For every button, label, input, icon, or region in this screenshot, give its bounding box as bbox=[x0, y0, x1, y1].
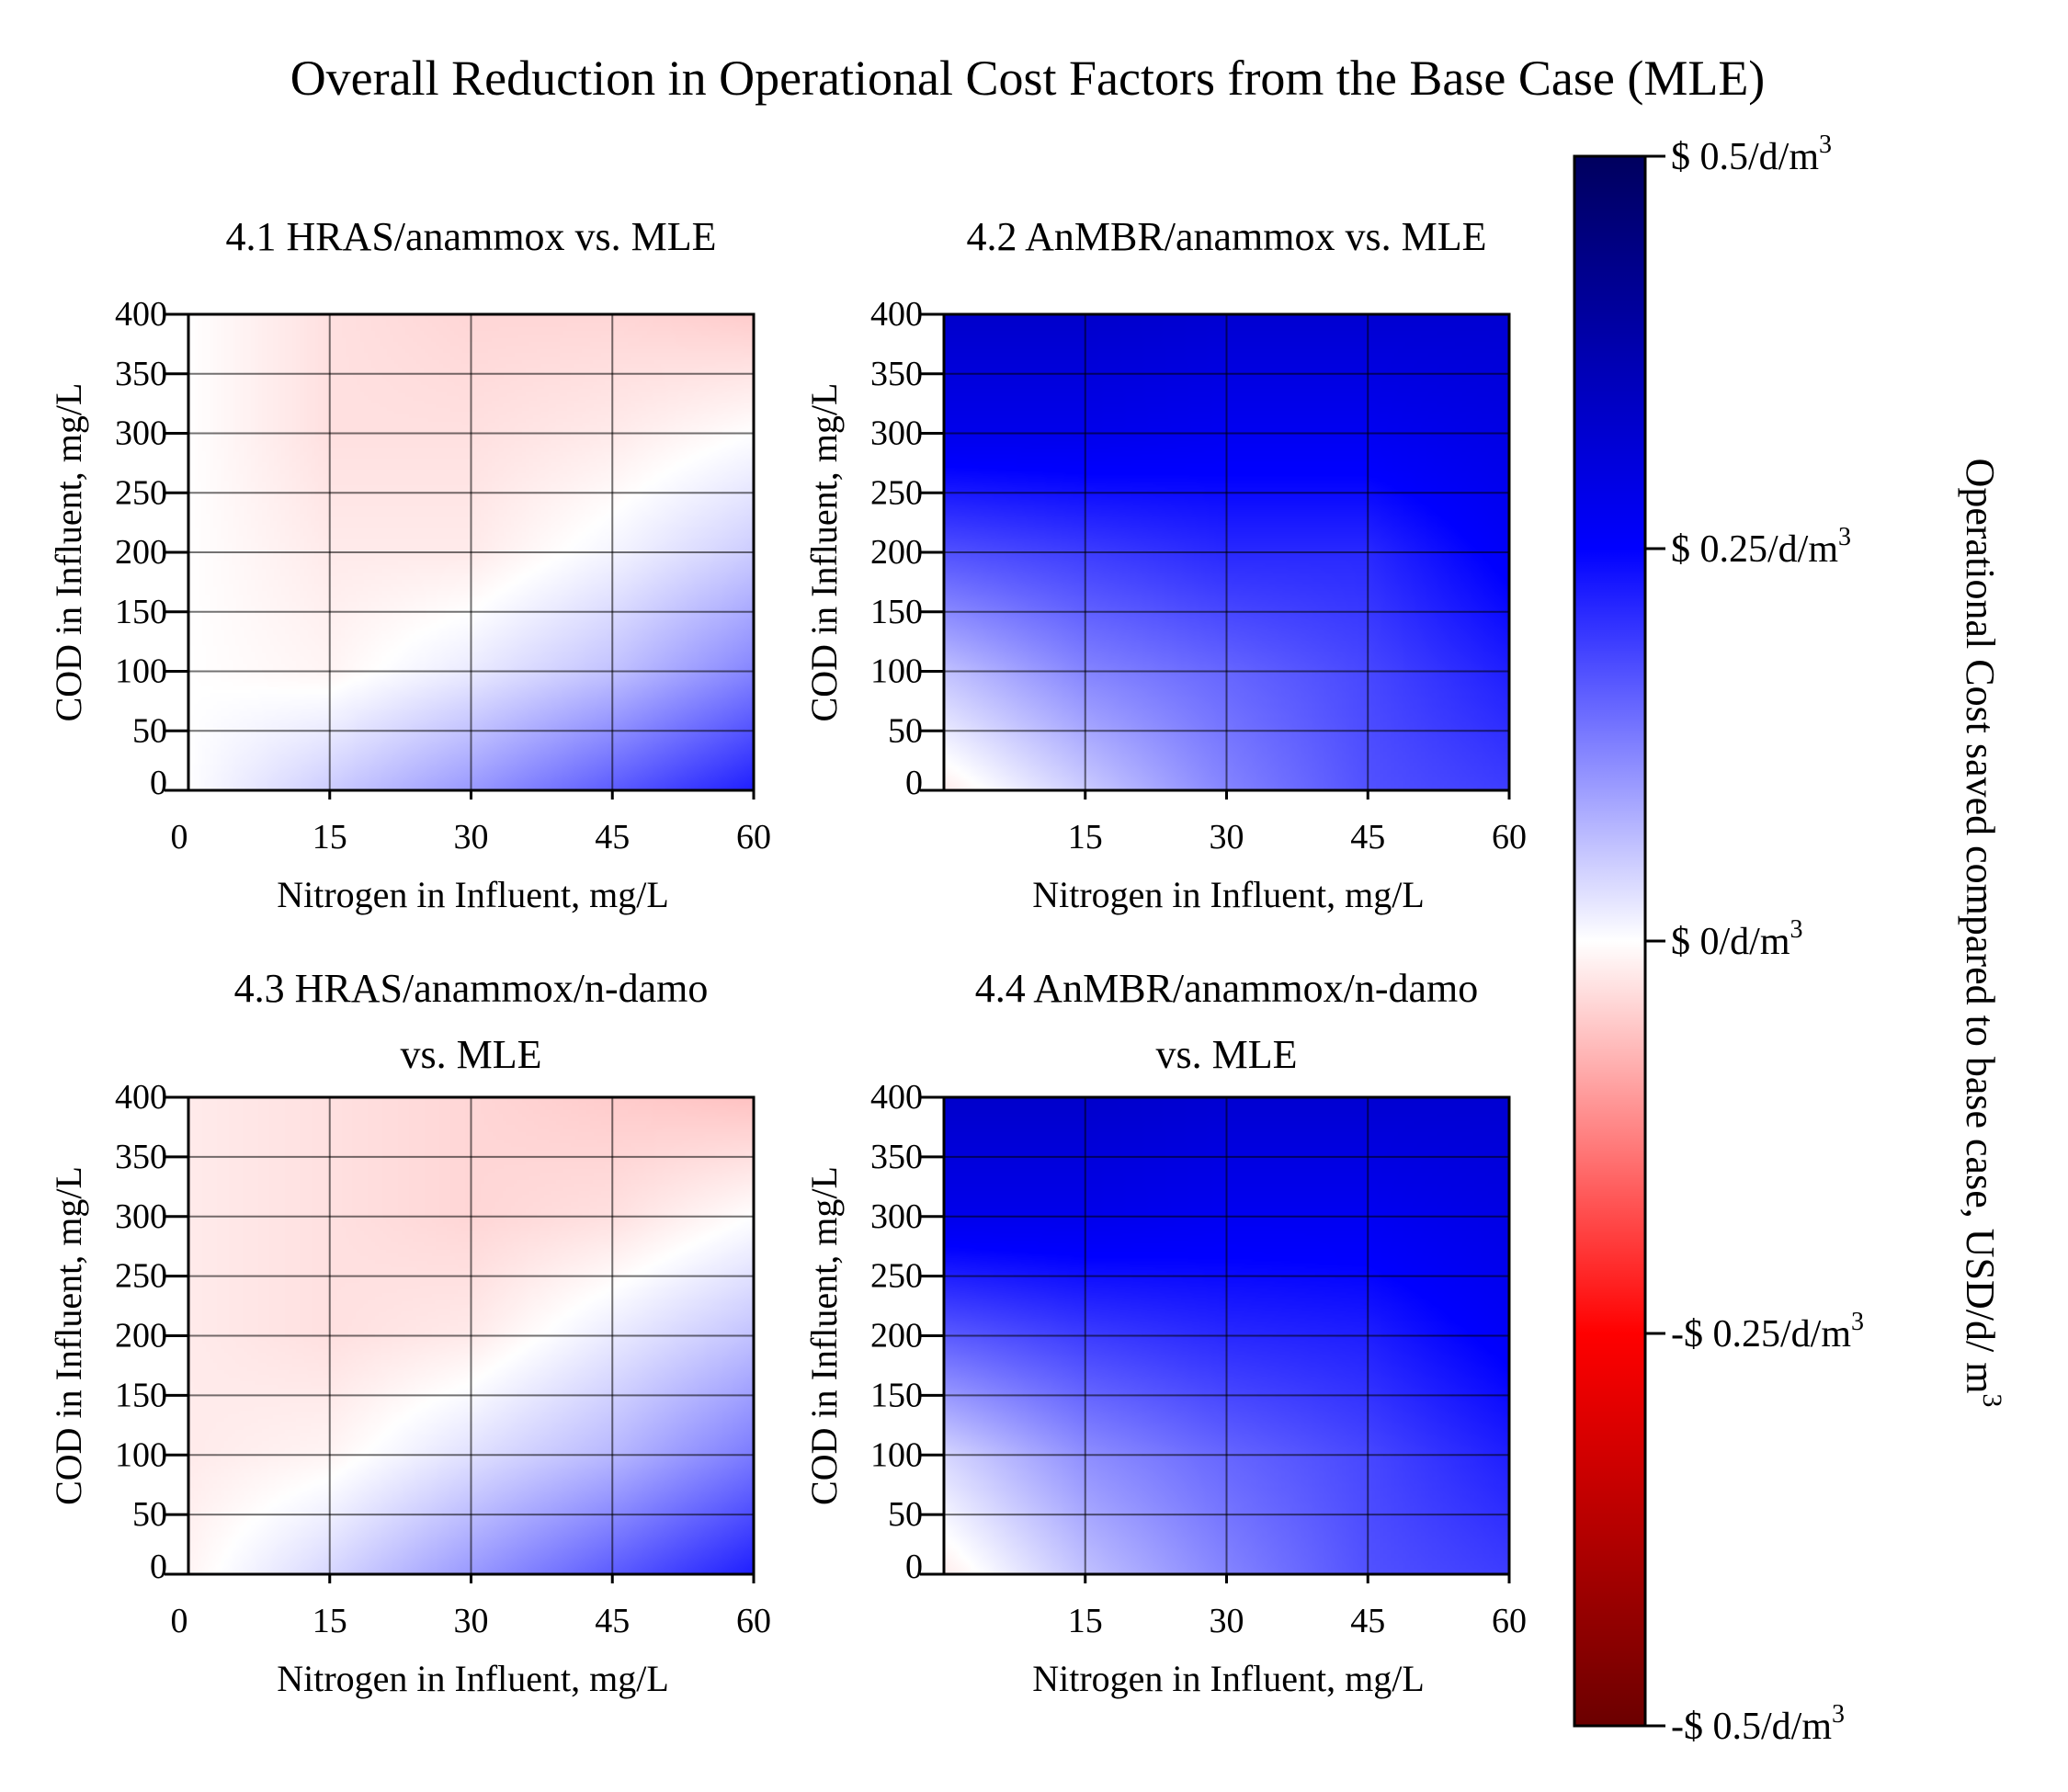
y-tick-label: 50 bbox=[888, 711, 923, 750]
y-tick-label: 350 bbox=[870, 355, 923, 393]
x-tick-label: 0 bbox=[171, 818, 188, 856]
x-tick-label: 30 bbox=[1210, 1602, 1244, 1640]
y-tick-label: 150 bbox=[115, 1376, 167, 1414]
colorbar-tick-label: -$ 0.5/d/m3 bbox=[1671, 1700, 1845, 1748]
x-tick-label: 30 bbox=[454, 1602, 489, 1640]
colorbar: $ 0.5/d/m3 $ 0.25/d/m3 $ 0/d/m3 -$ 0.25/d/m… bbox=[1573, 130, 2007, 1748]
y-tick-label: 100 bbox=[870, 652, 923, 691]
x-tick-label: 15 bbox=[1068, 818, 1103, 856]
y-tick-label: 300 bbox=[870, 1197, 923, 1236]
y-tick-label: 400 bbox=[870, 1078, 923, 1117]
y-tick-label: 100 bbox=[115, 1435, 167, 1474]
x-axis-label: Nitrogen in Influent, mg/L bbox=[1032, 874, 1425, 915]
y-tick-label: 0 bbox=[905, 764, 923, 802]
x-tick-label: 60 bbox=[1492, 1602, 1527, 1640]
x-tick-label: 45 bbox=[1350, 818, 1385, 856]
x-tick-label: 0 bbox=[171, 1602, 188, 1640]
y-tick-label: 250 bbox=[870, 1257, 923, 1296]
y-tick-label: 0 bbox=[150, 1548, 167, 1586]
x-tick-label: 15 bbox=[1068, 1602, 1103, 1640]
panel-title: 4.3 HRAS/anammox/n-damo vs. MLE bbox=[234, 966, 709, 1077]
y-tick-label: 50 bbox=[132, 711, 167, 750]
y-tick-label: 200 bbox=[870, 533, 923, 572]
y-tick-label: 50 bbox=[888, 1495, 923, 1534]
x-axis-label: Nitrogen in Influent, mg/L bbox=[277, 1658, 669, 1699]
y-tick-label: 250 bbox=[115, 473, 167, 512]
y-tick-label: 0 bbox=[150, 764, 167, 802]
panel-title: 4.4 AnMBR/anammox/n-damo vs. MLE bbox=[975, 966, 1479, 1077]
y-tick-label: 150 bbox=[115, 593, 167, 631]
x-axis-label: Nitrogen in Influent, mg/L bbox=[1032, 1658, 1425, 1699]
y-tick-label: 250 bbox=[870, 473, 923, 512]
heatmap-panel-4: 0 50 100 150 200 250 300 350 400 15 30 45 60 Nitrogen… bbox=[803, 966, 1527, 1699]
y-tick-label: 400 bbox=[115, 295, 167, 334]
heatmap-panel-3: 0 50 100 150 200 250 300 350 400 0 15 30 45 60 Nitroge… bbox=[48, 966, 771, 1699]
x-tick-label: 15 bbox=[312, 818, 347, 856]
y-tick-label: 200 bbox=[115, 533, 167, 572]
x-tick-label: 60 bbox=[736, 1602, 771, 1640]
x-axis-label: Nitrogen in Influent, mg/L bbox=[277, 874, 669, 915]
y-tick-label: 50 bbox=[132, 1495, 167, 1534]
x-tick-label: 45 bbox=[595, 1602, 630, 1640]
colorbar-tick-label: $ 0.25/d/m3 bbox=[1671, 523, 1851, 571]
y-tick-label: 350 bbox=[115, 1138, 167, 1176]
y-axis-label: COD in Influent, mg/L bbox=[48, 1166, 89, 1505]
y-tick-label: 200 bbox=[115, 1317, 167, 1355]
x-tick-label: 30 bbox=[454, 818, 489, 856]
y-tick-label: 150 bbox=[870, 1376, 923, 1414]
y-tick-label: 100 bbox=[115, 652, 167, 691]
x-tick-label: 60 bbox=[1492, 818, 1527, 856]
y-tick-label: 200 bbox=[870, 1317, 923, 1355]
y-tick-label: 100 bbox=[870, 1435, 923, 1474]
y-tick-label: 150 bbox=[870, 593, 923, 631]
colorbar-tick-label: $ 0/d/m3 bbox=[1671, 915, 1803, 963]
y-tick-label: 300 bbox=[115, 414, 167, 453]
y-axis-label: COD in Influent, mg/L bbox=[803, 1166, 845, 1505]
panel-title: 4.2 AnMBR/anammox vs. MLE bbox=[967, 214, 1487, 259]
y-axis-label: COD in Influent, mg/L bbox=[48, 383, 89, 722]
y-tick-label: 0 bbox=[905, 1548, 923, 1586]
y-tick-label: 300 bbox=[870, 414, 923, 453]
x-tick-label: 30 bbox=[1210, 818, 1244, 856]
x-tick-label: 60 bbox=[736, 818, 771, 856]
colorbar-tick-label: $ 0.5/d/m3 bbox=[1671, 130, 1832, 178]
x-tick-label: 45 bbox=[1350, 1602, 1385, 1640]
colorbar-gradient bbox=[1573, 154, 1647, 1728]
x-tick-label: 45 bbox=[595, 818, 630, 856]
colorbar-label: Operational Cost saved compared to base … bbox=[1958, 459, 2007, 1408]
y-tick-label: 300 bbox=[115, 1197, 167, 1236]
y-tick-label: 350 bbox=[870, 1138, 923, 1176]
y-tick-label: 400 bbox=[870, 295, 923, 334]
colorbar-tick-label: -$ 0.25/d/m3 bbox=[1671, 1308, 1864, 1355]
figure-title: Overall Reduction in Operational Cost Fa… bbox=[290, 51, 1766, 106]
y-axis-label: COD in Influent, mg/L bbox=[803, 383, 845, 722]
x-tick-label: 15 bbox=[312, 1602, 347, 1640]
heatmap-panel-1: 0 50 100 150 200 250 300 350 400 0 15 30 45 60 Nitroge… bbox=[48, 214, 771, 915]
y-tick-label: 400 bbox=[115, 1078, 167, 1117]
y-tick-label: 350 bbox=[115, 355, 167, 393]
panel-title: 4.1 HRAS/anammox vs. MLE bbox=[225, 214, 716, 259]
y-tick-label: 250 bbox=[115, 1257, 167, 1296]
heatmap-panel-2: 0 50 100 150 200 250 300 350 400 15 30 45 60 Nitrogen… bbox=[803, 214, 1527, 915]
